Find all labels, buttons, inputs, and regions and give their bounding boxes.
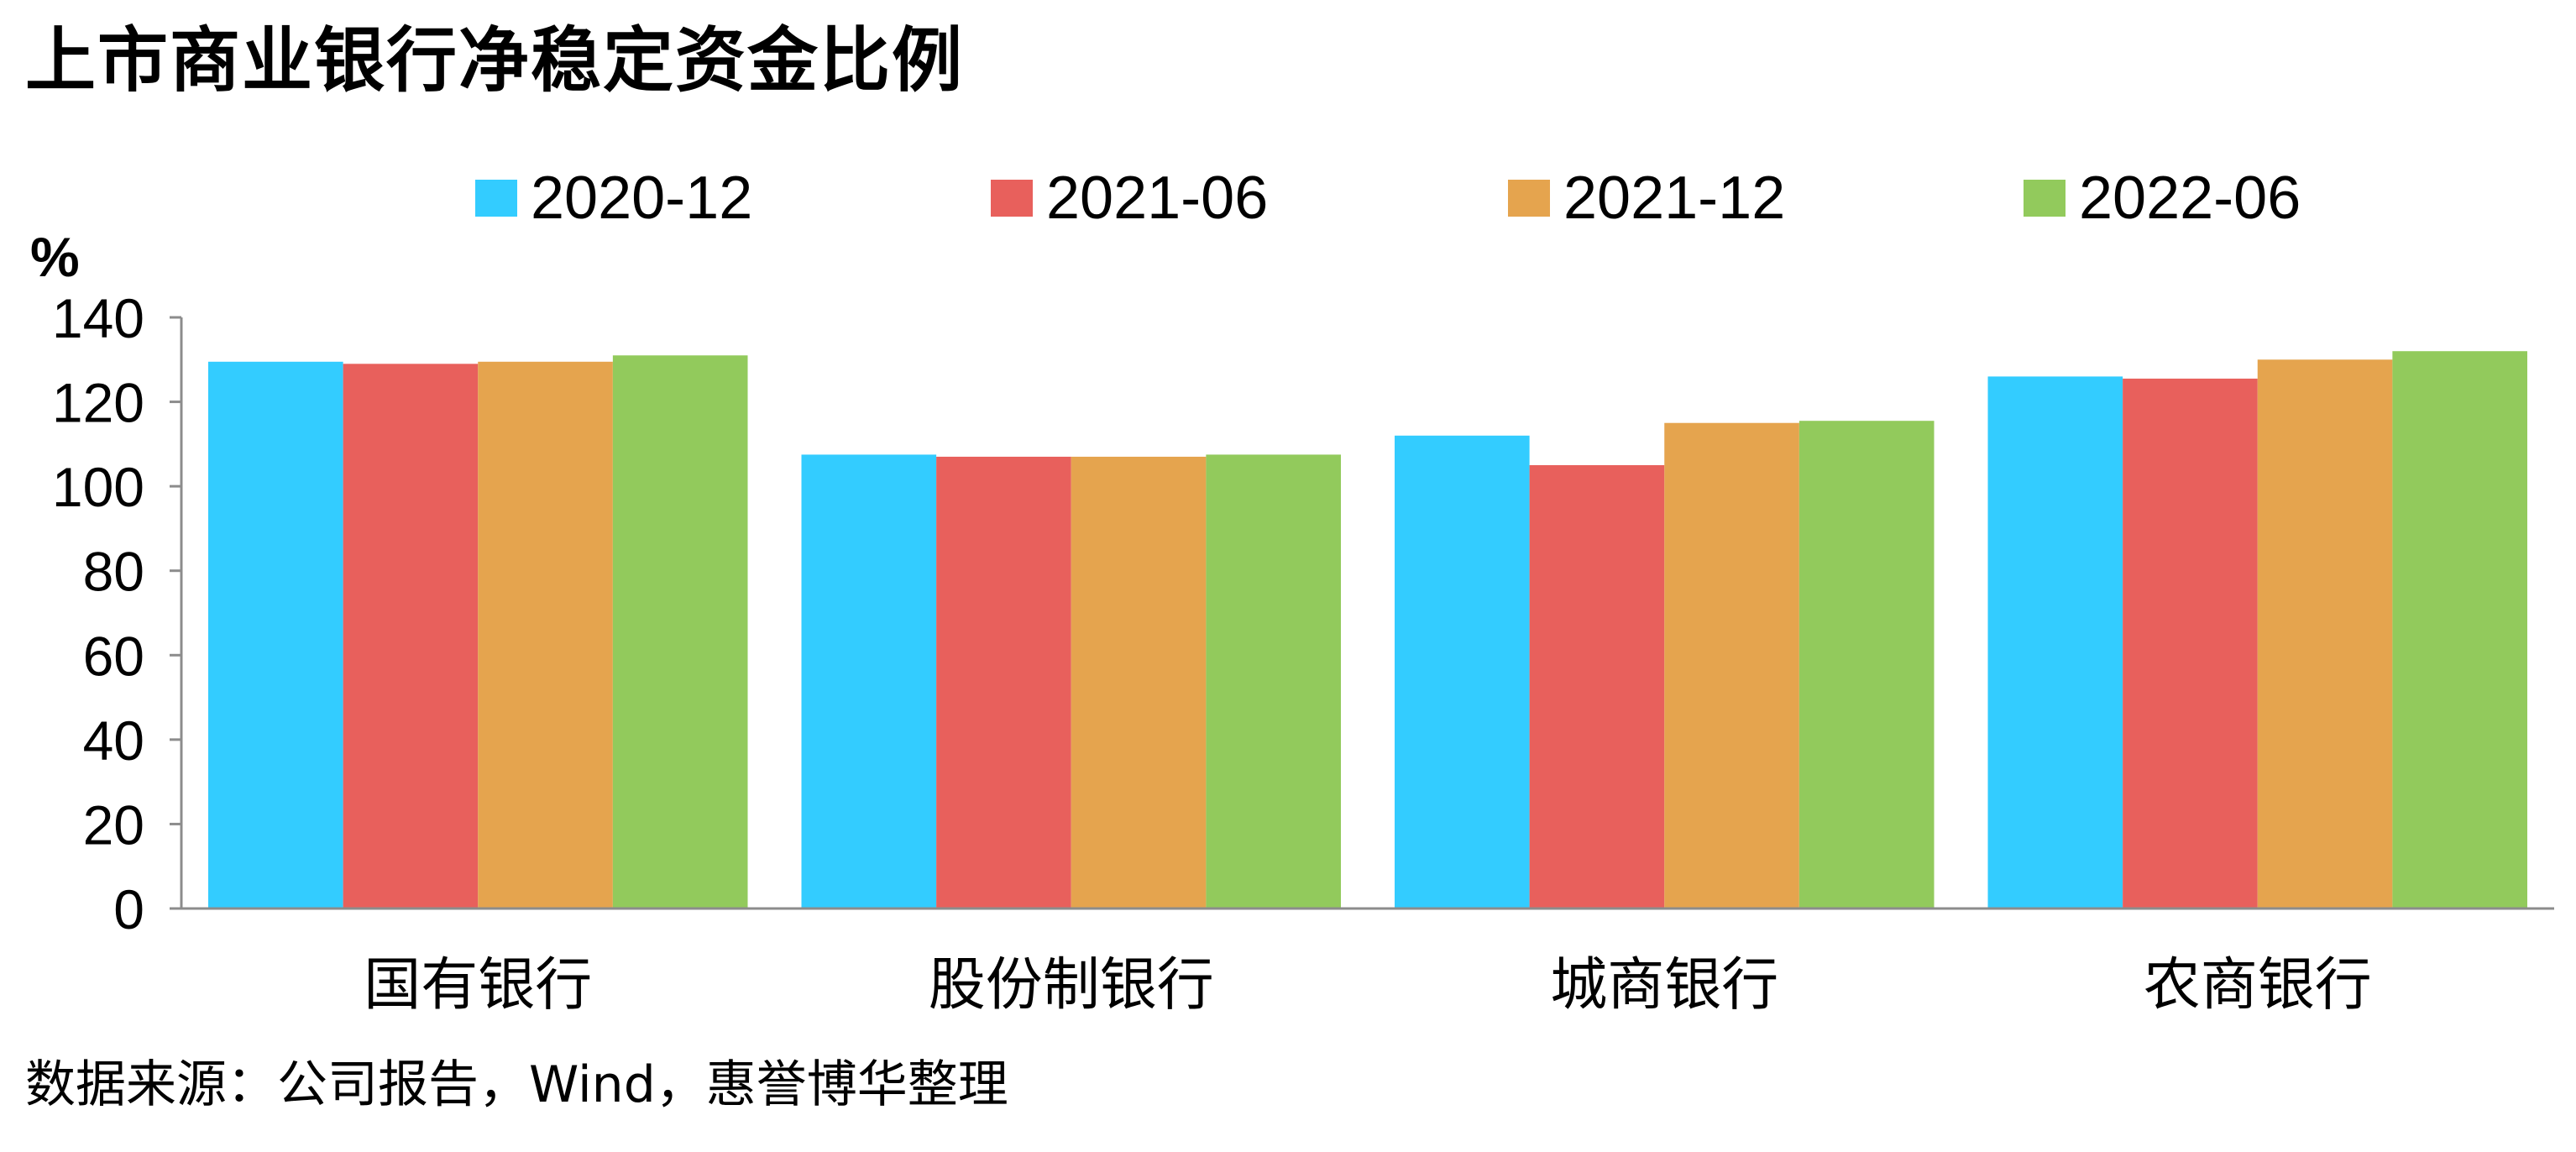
legend-item: 2021-12 [1508,165,1785,232]
y-tick-label: 80 [83,541,144,603]
bar [208,361,343,909]
y-tick-label: 140 [52,287,144,349]
bar [612,355,748,909]
legend-swatch [475,180,517,217]
bar [2392,351,2527,909]
bar [801,454,937,909]
bar [478,361,613,909]
y-unit-label: % [30,226,80,288]
legend-swatch [991,180,1033,217]
y-tick-label: 120 [52,372,144,434]
x-tick-label: 国有银行 [364,952,592,1018]
bar [936,456,1071,909]
bar [1529,465,1665,909]
source-note: 数据来源：公司报告，Wind，惠誉博华整理 [25,1055,1008,1114]
bar [1798,421,1935,909]
legend-item: 2020-12 [475,165,752,232]
bar [1664,422,1799,909]
bar [1206,454,1341,909]
y-tick-label: 40 [83,710,144,772]
y-tick-label: 60 [83,625,144,687]
legend: 2020-12 2021-06 2021-12 2022-06 [0,165,2576,232]
bar [343,364,479,909]
x-tick-label: 城商银行 [1550,952,1778,1018]
legend-label: 2020-12 [531,165,753,232]
legend-item: 2021-06 [991,165,1268,232]
x-tick-label: 农商银行 [2144,952,2372,1018]
legend-label: 2022-06 [2079,165,2301,232]
legend-label: 2021-06 [1046,165,1269,232]
y-tick-label: 20 [83,793,144,856]
legend-label: 2021-12 [1563,165,1786,232]
legend-swatch [2024,180,2066,217]
x-tick-label: 股份制银行 [929,952,1214,1018]
bar [1987,376,2123,909]
bar [1395,435,1530,909]
y-tick-label: 100 [52,456,144,518]
bar [2123,378,2258,909]
bar [2257,359,2393,909]
bar [1071,456,1207,909]
legend-item: 2022-06 [2024,165,2301,232]
legend-swatch [1508,180,1550,217]
y-tick-label: 0 [113,878,144,940]
chart-title: 上市商业银行净稳定资金比例 [25,19,965,102]
